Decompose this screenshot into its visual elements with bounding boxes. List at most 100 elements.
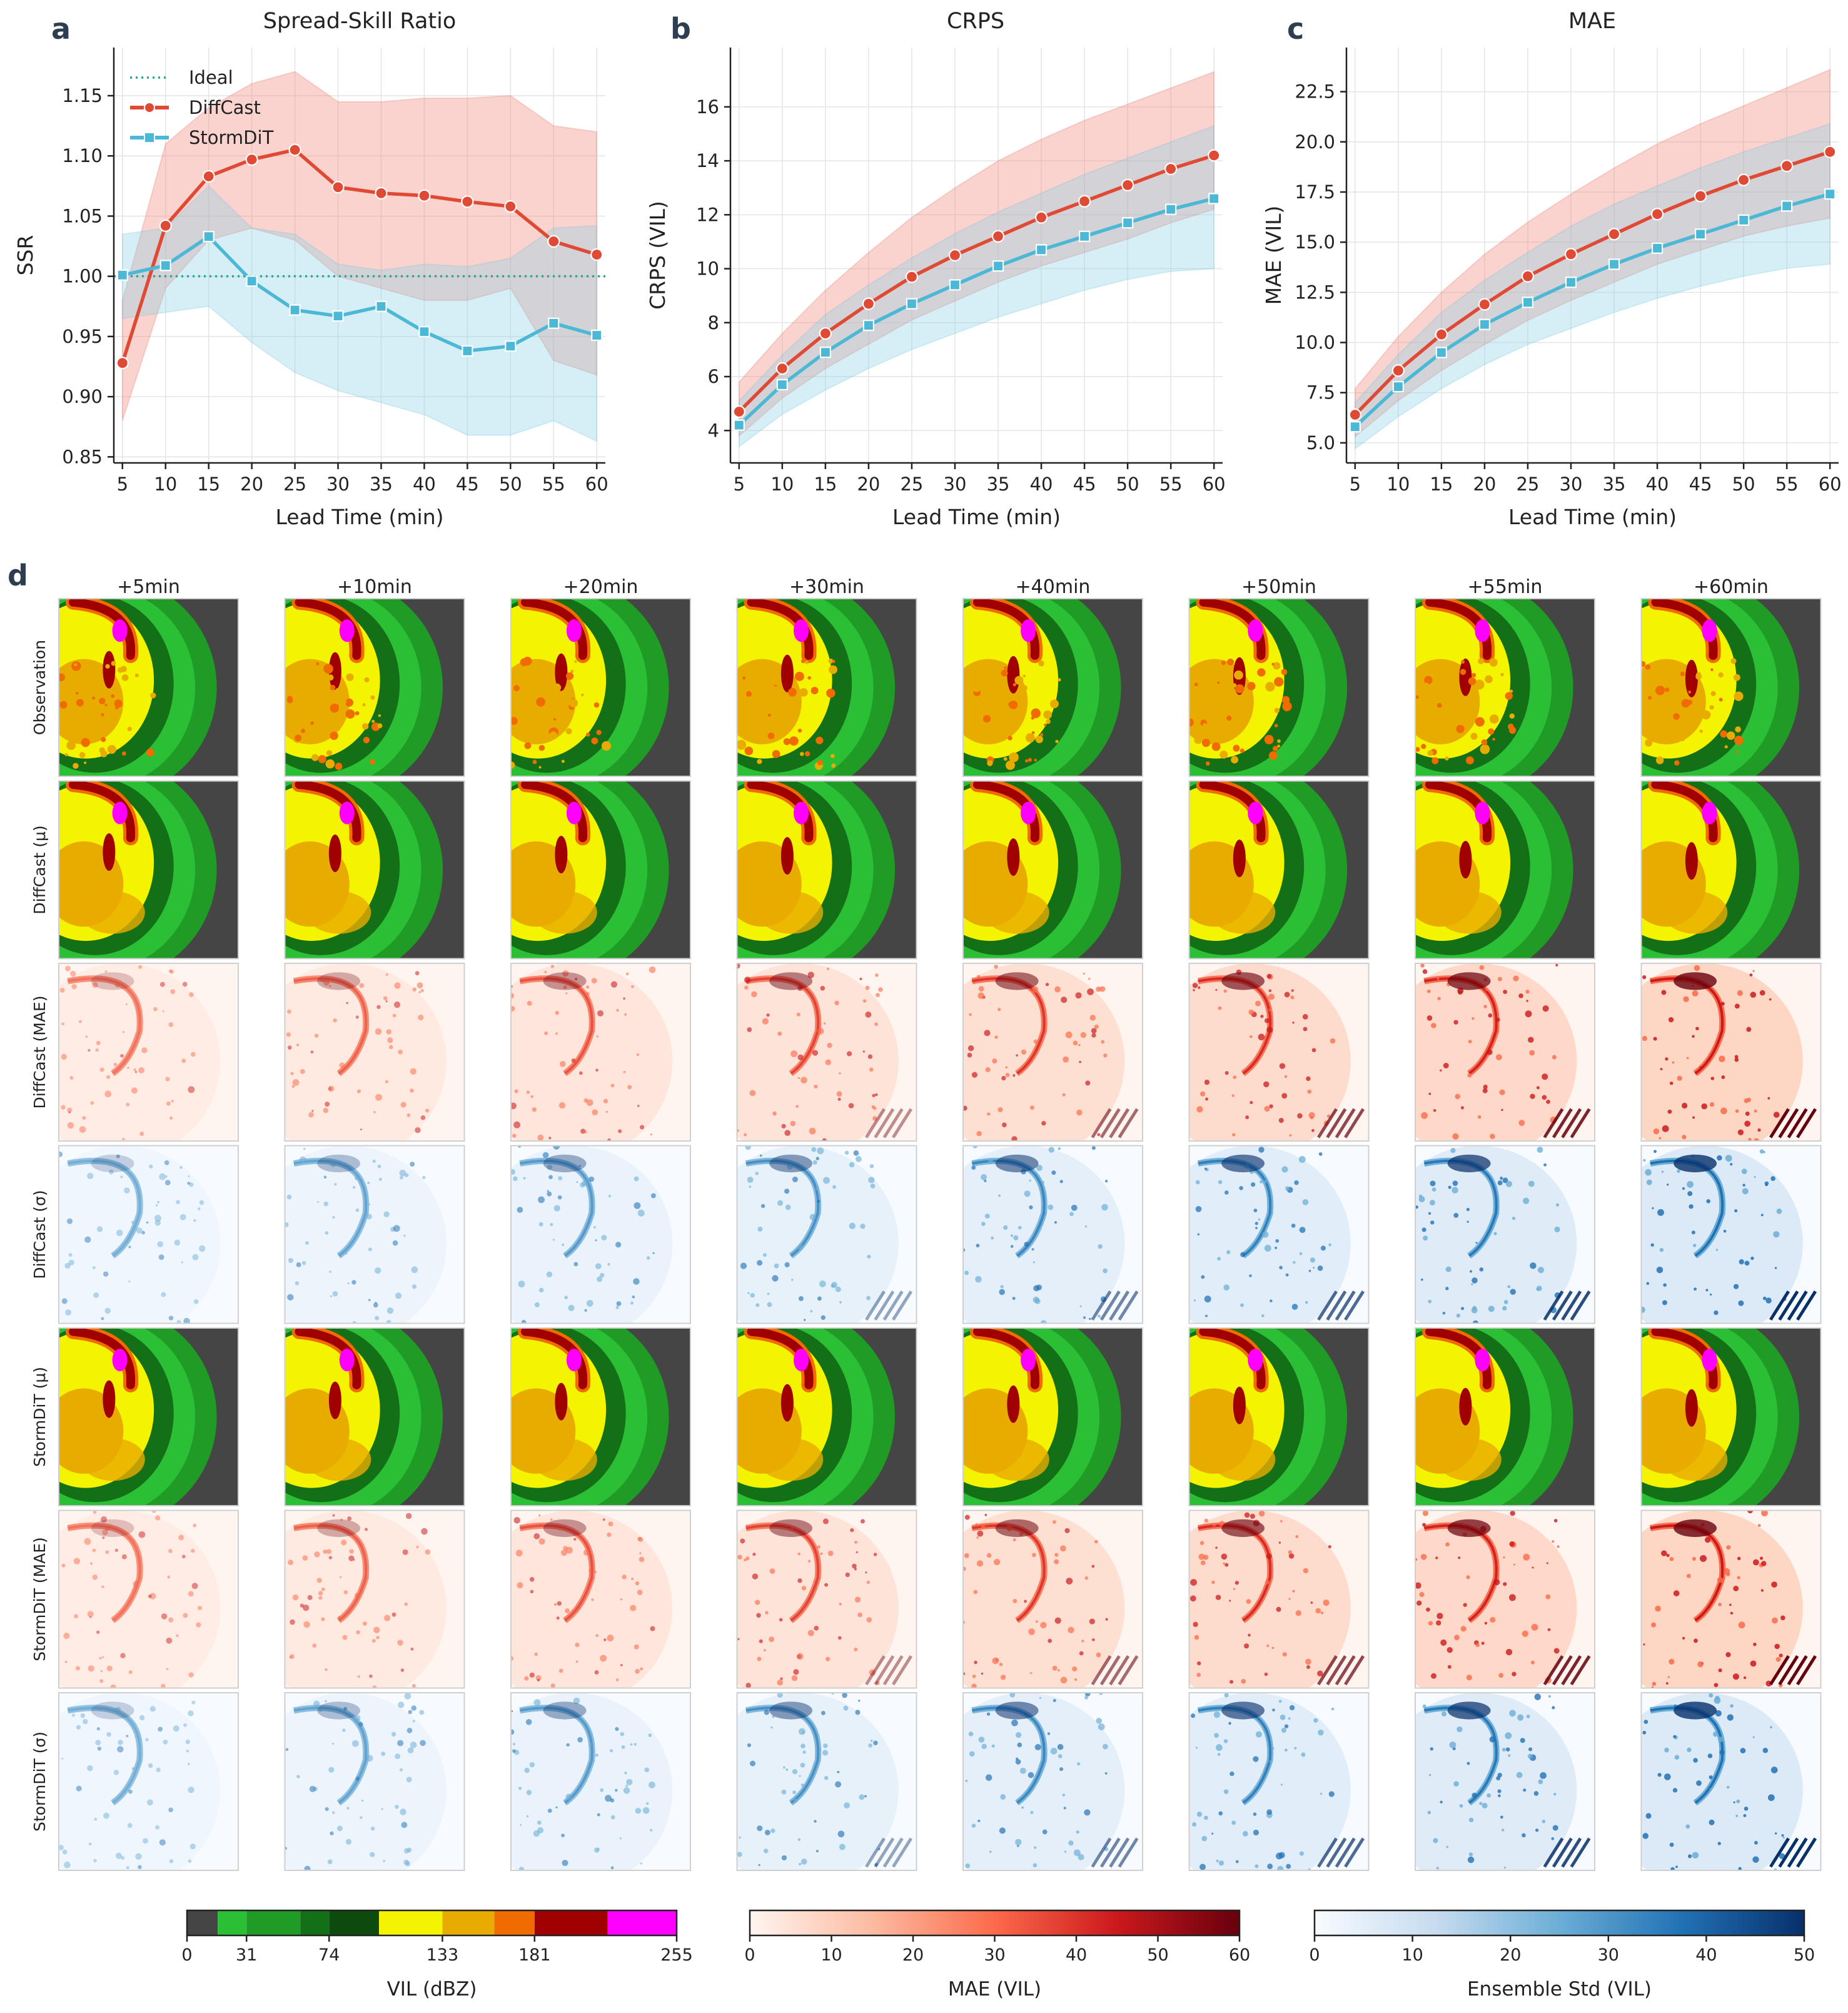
x-tick-label: 40 — [1030, 474, 1053, 495]
map-cell — [1188, 598, 1370, 777]
map-cell — [510, 1327, 691, 1506]
map-cell — [284, 1327, 465, 1506]
legend-stormdit-marker — [144, 132, 155, 143]
stormdit-point — [418, 326, 430, 338]
colorbar-tick-label: 0 — [1309, 1945, 1320, 1965]
x-tick-label: 40 — [1646, 474, 1669, 495]
diffcast-point — [590, 248, 603, 261]
y-tick-label: 0.90 — [62, 386, 103, 407]
stormdit-point — [1349, 421, 1361, 433]
x-tick-label: 35 — [370, 474, 393, 495]
map-cell — [510, 1145, 691, 1324]
map-cell — [510, 1692, 691, 1871]
stormdit-point — [1392, 381, 1404, 393]
diffcast-point — [1824, 145, 1837, 158]
colorbar-segment — [300, 1910, 330, 1935]
map-cell — [58, 1327, 239, 1506]
colorbar-tick-label: 20 — [1500, 1945, 1521, 1965]
map-cell — [962, 1145, 1143, 1324]
diffcast-point — [1607, 228, 1621, 241]
map-cell — [1640, 1509, 1822, 1689]
map-cell — [962, 1509, 1143, 1689]
row-label: StormDiT (μ) — [31, 1367, 49, 1467]
map-cell — [1640, 780, 1822, 960]
map-cell — [284, 1509, 465, 1689]
x-tick-label: 10 — [154, 474, 177, 495]
x-tick-label: 30 — [326, 474, 350, 495]
x-tick-label: 45 — [456, 474, 479, 495]
ssr-legend: Ideal DiffCast StormDiT — [130, 67, 274, 148]
panel-letter-a: a — [51, 12, 71, 46]
legend-stormdit-label: StormDiT — [189, 127, 274, 148]
diffcast-point — [1650, 208, 1664, 221]
diffcast-series-line — [737, 153, 1215, 413]
colorbar-tick-label: 20 — [902, 1945, 924, 1965]
x-tick-label: 60 — [1203, 474, 1226, 495]
column-header: +55min — [1468, 576, 1543, 598]
y-tick-label: 12 — [696, 204, 719, 225]
map-cell — [1640, 1692, 1822, 1871]
colorbar-segment — [607, 1910, 677, 1935]
colorbar-tick-label: 0 — [181, 1945, 192, 1965]
map-cell — [962, 1327, 1143, 1506]
stormdit-point — [1781, 200, 1793, 212]
colorbar-tick-label: 10 — [1401, 1945, 1423, 1965]
diffcast-point — [288, 143, 301, 156]
y-tick-label: 1.05 — [62, 205, 103, 226]
colorbar-gradient — [750, 1910, 1240, 1935]
map-cell — [736, 598, 917, 777]
diffcast-point — [819, 327, 832, 340]
diffcast-point — [202, 170, 215, 183]
chart-title: CRPS — [947, 9, 1004, 34]
panel-letter-d: d — [8, 559, 28, 592]
stormdit-point — [1435, 347, 1447, 358]
map-cell — [510, 780, 691, 960]
y-tick-label: 7.5 — [1306, 382, 1335, 403]
y-tick-label: 14 — [696, 150, 719, 171]
diffcast-series-line — [1353, 150, 1831, 416]
colorbar-segment — [442, 1910, 495, 1935]
colorbar-tick-label: 30 — [1598, 1945, 1619, 1965]
row-label: StormDiT (σ) — [31, 1732, 49, 1832]
y-tick-label: 8 — [708, 312, 719, 333]
x-tick-label: 55 — [1159, 474, 1183, 495]
stormdit-point — [1078, 230, 1091, 242]
diffcast-point — [862, 297, 876, 310]
legend-ideal-label: Ideal — [189, 67, 233, 88]
map-cell — [1415, 1509, 1595, 1689]
map-cell — [736, 1692, 917, 1871]
x-tick-label: 15 — [814, 474, 837, 495]
y-tick-label: 16 — [696, 96, 719, 118]
stormdit-uncertainty-band — [121, 185, 598, 442]
diffcast-point — [418, 189, 431, 202]
x-axis-label: Lead Time (min) — [892, 505, 1061, 529]
diffcast-point — [1348, 408, 1361, 422]
y-tick-label: 22.5 — [1295, 81, 1335, 103]
diffcast-point — [905, 270, 919, 283]
stormdit-point — [862, 320, 875, 332]
map-cell — [962, 780, 1143, 960]
map-cell — [962, 963, 1143, 1142]
x-tick-label: 20 — [240, 474, 263, 495]
y-axis-label: CRPS (VIL) — [645, 201, 670, 310]
y-tick-label: 4 — [708, 420, 719, 441]
diffcast-point — [159, 219, 172, 232]
diffcast-point — [116, 357, 129, 370]
diffcast-point — [375, 186, 388, 200]
stormdit-point — [1035, 244, 1048, 256]
map-cell — [736, 1145, 917, 1324]
diffcast-point — [461, 195, 474, 208]
x-tick-label: 55 — [1775, 474, 1799, 495]
stormdit-point — [1608, 258, 1620, 270]
x-tick-label: 50 — [1116, 474, 1139, 495]
colorbar-tick-label: 74 — [318, 1945, 340, 1965]
y-tick-label: 12.5 — [1295, 281, 1335, 303]
map-cell — [510, 963, 691, 1142]
stormdit-point — [1165, 203, 1177, 215]
panel-letter-b: b — [670, 12, 691, 46]
stormdit-uncertainty-band — [738, 124, 1215, 449]
row-label: StormDiT (MAE) — [31, 1537, 49, 1661]
map-cell — [1188, 780, 1370, 960]
x-tick-label: 45 — [1073, 474, 1096, 495]
